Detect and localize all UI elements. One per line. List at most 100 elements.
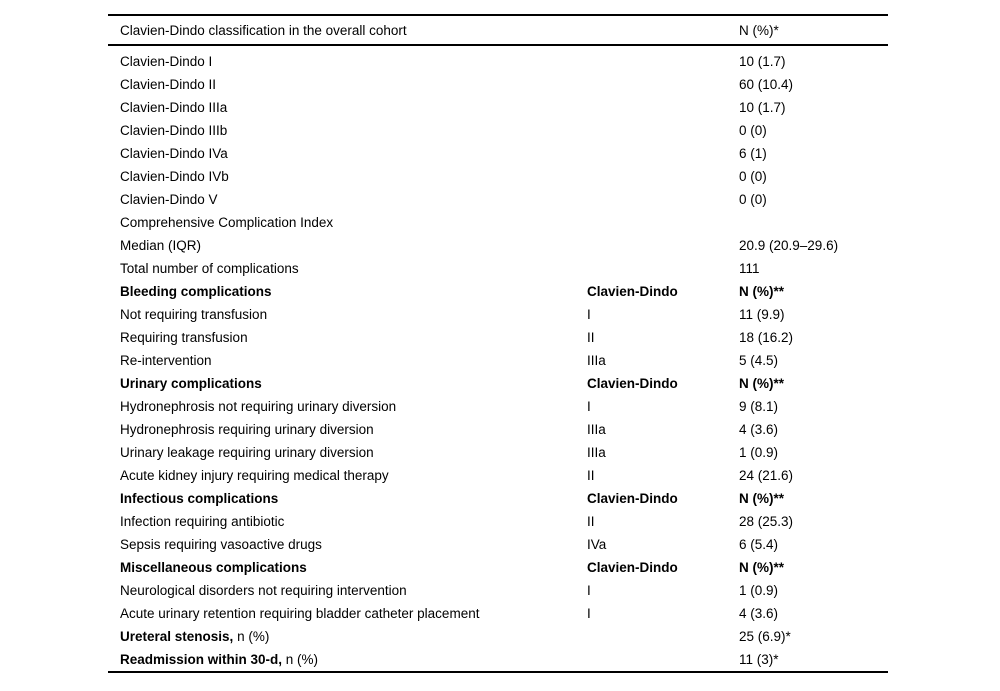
table-row: Neurological disorders not requiring int… xyxy=(108,579,888,602)
row-label-text: Hydronephrosis not requiring urinary div… xyxy=(120,399,397,414)
row-grade: I xyxy=(587,602,739,625)
row-value: N (%)** xyxy=(739,372,888,395)
row-value: 18 (16.2) xyxy=(739,326,888,349)
row-value: 5 (4.5) xyxy=(739,349,888,372)
row-grade-text: II xyxy=(587,514,595,529)
table-header-row: Clavien-Dindo classification in the over… xyxy=(108,16,888,46)
row-grade: Clavien-Dindo xyxy=(587,487,739,510)
row-value: 9 (8.1) xyxy=(739,395,888,418)
row-value-text: 4 (3.6) xyxy=(739,422,779,437)
row-label: Requiring transfusion xyxy=(108,326,587,349)
row-label: Neurological disorders not requiring int… xyxy=(108,579,587,602)
row-label: Clavien-Dindo I xyxy=(108,50,587,73)
table-row: Infectious complications Clavien-Dindo N (… xyxy=(108,487,888,510)
table-row: Median (IQR) 20.9 (20.9–29.6) xyxy=(108,234,888,257)
row-grade: IVa xyxy=(587,533,739,556)
header-col-n-percent-text: N (%)* xyxy=(739,22,779,38)
row-grade-text: I xyxy=(587,583,591,598)
row-value-text: 10 (1.7) xyxy=(739,100,786,115)
row-label-text: Clavien-Dindo IVb xyxy=(120,169,229,184)
row-label: Hydronephrosis not requiring urinary div… xyxy=(108,395,587,418)
row-value-text: 4 (3.6) xyxy=(739,606,779,621)
table-row: Hydronephrosis requiring urinary diversi… xyxy=(108,418,888,441)
row-value: 0 (0) xyxy=(739,188,888,211)
row-value: 24 (21.6) xyxy=(739,464,888,487)
table-row: Infection requiring antibiotic II 28 (25.3… xyxy=(108,510,888,533)
row-label: Acute urinary retention requiring bladde… xyxy=(108,602,587,625)
row-value: 20.9 (20.9–29.6) xyxy=(739,234,888,257)
row-label: Clavien-Dindo IIIb xyxy=(108,119,587,142)
row-value: 1 (0.9) xyxy=(739,441,888,464)
table-row: Clavien-Dindo IVa 6 (1) xyxy=(108,142,888,165)
row-label: Acute kidney injury requiring medical th… xyxy=(108,464,587,487)
table-row: Readmission within 30-d, n (%) 11 (3)* xyxy=(108,648,888,671)
row-grade: IIIa xyxy=(587,441,739,464)
row-label-text: Not requiring transfusion xyxy=(120,307,268,322)
row-label-text: n (%) xyxy=(282,652,319,667)
row-label: Clavien-Dindo V xyxy=(108,188,587,211)
table-row: Acute urinary retention requiring bladde… xyxy=(108,602,888,625)
row-grade-text: Clavien-Dindo xyxy=(587,560,678,575)
row-grade: I xyxy=(587,303,739,326)
table-row: Urinary complications Clavien-Dindo N (%)*… xyxy=(108,372,888,395)
row-grade-text: II xyxy=(587,468,595,483)
table-row: Urinary leakage requiring urinary divers… xyxy=(108,441,888,464)
table-row: Acute kidney injury requiring medical th… xyxy=(108,464,888,487)
row-label-text: Miscellaneous complications xyxy=(120,560,307,575)
row-value-text: 6 (1) xyxy=(739,146,767,161)
row-label: Comprehensive Complication Index xyxy=(108,211,587,234)
row-label-text: Acute urinary retention requiring bladde… xyxy=(120,606,480,621)
row-value: 0 (0) xyxy=(739,119,888,142)
row-label: Urinary leakage requiring urinary divers… xyxy=(108,441,587,464)
row-value-text: 11 (9.9) xyxy=(739,307,785,322)
row-value-text: 20.9 (20.9–29.6) xyxy=(739,238,839,253)
row-label-text: Total number of complications xyxy=(120,261,299,276)
row-label: Readmission within 30-d, n (%) xyxy=(108,648,587,671)
row-value: 6 (1) xyxy=(739,142,888,165)
row-value-text: 10 (1.7) xyxy=(739,54,786,69)
row-label-text: Ureteral stenosis, xyxy=(120,629,234,644)
row-label-text: Median (IQR) xyxy=(120,238,202,253)
header-col-classification-text: Clavien-Dindo classification in the over… xyxy=(120,22,407,38)
row-label: Not requiring transfusion xyxy=(108,303,587,326)
row-label-text: Bleeding complications xyxy=(120,284,272,299)
table-row: Requiring transfusion II 18 (16.2) xyxy=(108,326,888,349)
row-value-text: 111 xyxy=(739,261,760,276)
row-value: 10 (1.7) xyxy=(739,96,888,119)
table-row: Clavien-Dindo IIIa 10 (1.7) xyxy=(108,96,888,119)
row-value-text: N (%)** xyxy=(739,376,785,391)
table-row: Total number of complications 111 xyxy=(108,257,888,280)
row-value: N (%)** xyxy=(739,280,888,303)
row-grade-text: IVa xyxy=(587,537,607,552)
row-label: Clavien-Dindo IVb xyxy=(108,165,587,188)
row-value-text: N (%)** xyxy=(739,284,785,299)
row-label: Median (IQR) xyxy=(108,234,587,257)
row-value-text: 0 (0) xyxy=(739,169,767,184)
row-value-text: 60 (10.4) xyxy=(739,77,794,92)
table-row: Clavien-Dindo IVb 0 (0) xyxy=(108,165,888,188)
row-value-text: 6 (5.4) xyxy=(739,537,779,552)
row-label: Urinary complications xyxy=(108,372,587,395)
row-label: Total number of complications xyxy=(108,257,587,280)
header-col-n-percent: N (%)* xyxy=(739,19,888,42)
row-label: Hydronephrosis requiring urinary diversi… xyxy=(108,418,587,441)
table-row: Miscellaneous complications Clavien-Dindo… xyxy=(108,556,888,579)
row-label-text: Clavien-Dindo IIIa xyxy=(120,100,228,115)
row-value-text: 28 (25.3) xyxy=(739,514,794,529)
row-value: 60 (10.4) xyxy=(739,73,888,96)
row-label-text: Hydronephrosis requiring urinary diversi… xyxy=(120,422,374,437)
row-grade: I xyxy=(587,579,739,602)
row-value: 28 (25.3) xyxy=(739,510,888,533)
header-col-classification: Clavien-Dindo classification in the over… xyxy=(108,19,587,42)
row-value-text: 0 (0) xyxy=(739,123,767,138)
row-label-text: Readmission within 30-d, xyxy=(120,652,283,667)
row-value-text: 9 (8.1) xyxy=(739,399,779,414)
row-value: 4 (3.6) xyxy=(739,602,888,625)
row-label: Re-intervention xyxy=(108,349,587,372)
row-label-text: Requiring transfusion xyxy=(120,330,248,345)
row-label: Clavien-Dindo IIIa xyxy=(108,96,587,119)
table-row: Ureteral stenosis, n (%) 25 (6.9)* xyxy=(108,625,888,648)
row-grade: Clavien-Dindo xyxy=(587,556,739,579)
table-row: Re-intervention IIIa 5 (4.5) xyxy=(108,349,888,372)
